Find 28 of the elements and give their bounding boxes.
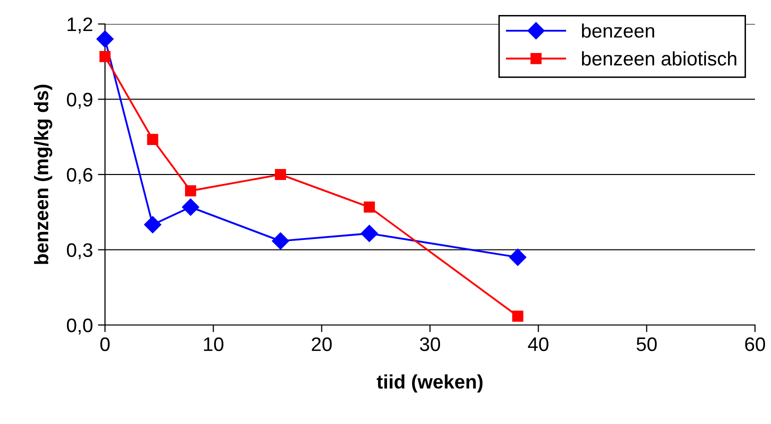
point (272, 232, 290, 250)
y-tick-label: 0,0 (66, 318, 92, 335)
x-tick-label: 30 (420, 337, 440, 352)
point (182, 198, 200, 216)
point (144, 216, 162, 234)
point (147, 134, 158, 145)
x-tick-label: 60 (745, 337, 766, 352)
legend-label: benzeen (582, 23, 654, 38)
point (274, 168, 286, 180)
point (512, 310, 524, 322)
point (509, 248, 526, 266)
point (96, 30, 114, 48)
y-tick-label: 1,2 (68, 17, 92, 34)
point (360, 224, 378, 242)
point (364, 202, 375, 213)
y-tick-label: 0,6 (66, 168, 92, 184)
point (185, 185, 196, 196)
point (99, 51, 111, 62)
x-tick-label: 50 (636, 337, 657, 352)
x-tick-label: 10 (204, 337, 224, 352)
x-tick-label: 40 (528, 337, 548, 352)
x-tick-label: 20 (312, 337, 332, 352)
x-tick-label: 0 (100, 337, 110, 352)
y-tick-label: 0,3 (66, 243, 92, 260)
y-axis-title: benzeen (mg/kg ds) (34, 84, 52, 264)
legend-label: benzeen abiotisch (582, 51, 736, 66)
x-axis-title: tiid (weken) (376, 374, 483, 392)
y-tick-label: 0,9 (66, 92, 92, 109)
